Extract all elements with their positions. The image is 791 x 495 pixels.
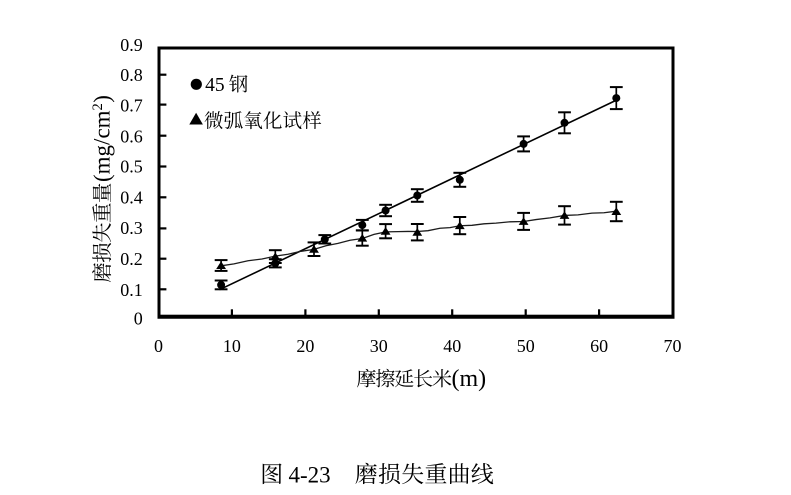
svg-text:0.5: 0.5 xyxy=(120,157,143,177)
svg-text:0: 0 xyxy=(134,309,143,329)
svg-text:0.2: 0.2 xyxy=(120,249,143,269)
svg-text:30: 30 xyxy=(370,336,388,356)
svg-text:4-23: 4-23 xyxy=(289,462,331,487)
svg-text:60: 60 xyxy=(590,336,608,356)
svg-text:0.8: 0.8 xyxy=(120,65,143,85)
svg-text:0.4: 0.4 xyxy=(120,187,143,207)
svg-text:0.1: 0.1 xyxy=(120,280,143,300)
svg-text:(m): (m) xyxy=(452,366,487,392)
svg-text:2: 2 xyxy=(90,103,106,110)
svg-text:40: 40 xyxy=(443,336,461,356)
svg-text:45: 45 xyxy=(205,75,225,96)
svg-text:50: 50 xyxy=(517,336,535,356)
svg-text:(mg/cm: (mg/cm xyxy=(90,110,115,182)
svg-text:0.6: 0.6 xyxy=(120,126,143,146)
svg-text:0: 0 xyxy=(154,336,163,356)
svg-text:10: 10 xyxy=(223,336,241,356)
svg-text:70: 70 xyxy=(664,336,682,356)
svg-text:): ) xyxy=(90,95,115,103)
svg-text:0.3: 0.3 xyxy=(120,218,143,238)
svg-text:0.7: 0.7 xyxy=(120,95,143,115)
svg-text:20: 20 xyxy=(296,336,314,356)
svg-text:0.9: 0.9 xyxy=(120,35,143,55)
